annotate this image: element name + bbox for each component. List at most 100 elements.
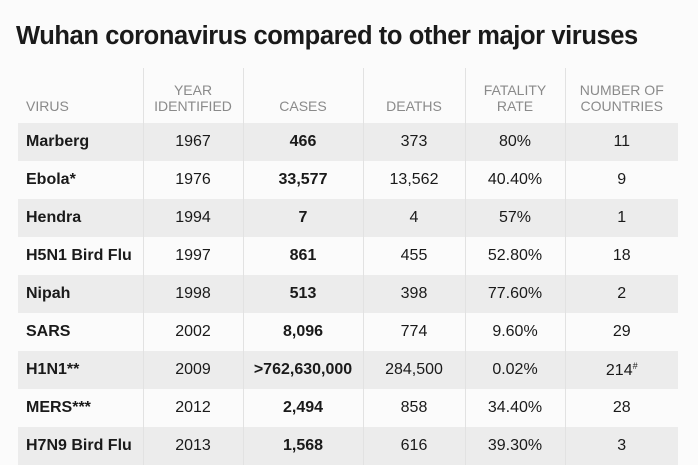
deaths-value: 398 [400,285,428,302]
chart-title: Wuhan coronavirus compared to other majo… [16,22,638,50]
deaths-value: 13,562 [389,171,439,188]
virus-table: VIRUS YEAR IDENTIFIED CASES DEATHS FATALITY RA… [18,68,678,465]
countries-value: 11 [613,133,631,150]
virus-value: H5N1 Bird Flu [26,247,132,264]
cell-rate: 77.60% [464,275,565,313]
deaths-value: 858 [400,399,428,416]
cell-virus: Hendra [18,199,143,237]
cell-rate: 39.30% [464,427,565,465]
year-value: 1994 [175,209,211,226]
column-header-text: NUMBER OF [579,82,664,98]
cell-countries: 1 [564,199,678,237]
countries-value: 2 [617,285,627,302]
cell-deaths: 398 [362,275,465,313]
rate-value: 40.40% [487,171,543,188]
cell-countries: 2 [564,275,678,313]
column-header-text: FATALITY [483,82,547,98]
cell-deaths: 13,562 [362,161,465,199]
cell-rate: 9.60% [464,313,565,351]
year-value: 1976 [175,171,211,188]
rate-value: 34.40% [487,399,543,416]
rate-value: 80% [498,133,532,150]
countries-value: 214 [605,361,633,379]
cell-year: 2002 [142,313,243,351]
cell-virus: SARS [18,313,143,351]
deaths-value: 284,500 [385,361,443,378]
cell-virus: H5N1 Bird Flu [18,237,143,275]
countries-value: 28 [612,399,631,416]
cases-value: 33,577 [278,171,328,188]
column-header: DEATHS [362,68,465,123]
year-value: 2009 [175,361,211,378]
cases-value: 1,568 [282,437,324,454]
cell-cases: >762,630,000 [242,351,363,389]
cases-value: 2,494 [282,399,324,416]
deaths-value: 455 [400,247,428,264]
cases-value: 7 [298,209,308,226]
table-row: Marberg 1967 466 373 80% 11 [18,123,678,161]
cell-countries: 3 [564,427,678,465]
countries-value: 3 [617,437,627,454]
column-header-text: COUNTRIES [580,98,663,114]
cell-deaths: 373 [362,123,465,161]
cell-virus: Marberg [18,123,143,161]
cases-value: 861 [289,247,317,264]
cell-cases: 466 [242,123,363,161]
virus-value: MERS*** [26,399,91,416]
virus-value: Nipah [26,285,71,302]
virus-value: Hendra [26,209,82,226]
virus-value: Ebola* [26,171,76,188]
cell-year: 2013 [142,427,243,465]
cell-deaths: 284,500 [362,351,465,389]
countries-value: 18 [612,247,631,264]
cell-rate: 57% [464,199,565,237]
cell-countries: 11 [564,123,678,161]
cell-cases: 1,568 [242,427,363,465]
cell-countries: 214# [564,351,678,389]
year-value: 2013 [175,437,211,454]
countries-value: 29 [612,323,631,340]
cell-cases: 33,577 [242,161,363,199]
table-row: Ebola* 1976 33,577 13,562 40.40% 9 [18,161,678,199]
column-header-text: YEAR [173,82,213,98]
column-header: YEAR IDENTIFIED [142,68,243,123]
column-header-text: VIRUS [26,98,69,114]
table-row: Hendra 1994 7 4 57% 1 [18,199,678,237]
cell-year: 1998 [142,275,243,313]
year-value: 2012 [175,399,211,416]
column-header: FATALITY RATE [464,68,565,123]
table-row: H7N9 Bird Flu 2013 1,568 616 39.30% 3 [18,427,678,465]
year-value: 1997 [175,247,211,264]
cases-value: 466 [289,133,317,150]
deaths-value: 373 [400,133,428,150]
header-row: VIRUS YEAR IDENTIFIED CASES DEATHS FATALITY RA… [18,68,678,123]
cell-rate: 52.80% [464,237,565,275]
rate-value: 77.60% [487,285,543,302]
cell-rate: 80% [464,123,565,161]
cell-countries: 9 [564,161,678,199]
cell-deaths: 616 [362,427,465,465]
cell-deaths: 858 [362,389,465,427]
cell-virus: MERS*** [18,389,143,427]
rate-value: 52.80% [487,247,543,264]
cell-deaths: 455 [362,237,465,275]
cell-countries: 29 [564,313,678,351]
cell-countries: 28 [564,389,678,427]
cell-deaths: 774 [362,313,465,351]
rate-value: 57% [498,209,532,226]
column-header-text: RATE [496,98,534,114]
cell-year: 1994 [142,199,243,237]
column-header: NUMBER OF COUNTRIES [564,68,678,123]
cell-year: 1997 [142,237,243,275]
cell-rate: 0.02% [464,351,565,389]
rate-value: 9.60% [492,323,538,340]
cell-cases: 513 [242,275,363,313]
table-row: Nipah 1998 513 398 77.60% 2 [18,275,678,313]
cell-rate: 40.40% [464,161,565,199]
deaths-value: 4 [409,209,419,226]
cell-cases: 7 [242,199,363,237]
cell-virus: Nipah [18,275,143,313]
cell-year: 1967 [142,123,243,161]
cases-value: 8,096 [282,323,324,340]
cell-countries: 18 [564,237,678,275]
